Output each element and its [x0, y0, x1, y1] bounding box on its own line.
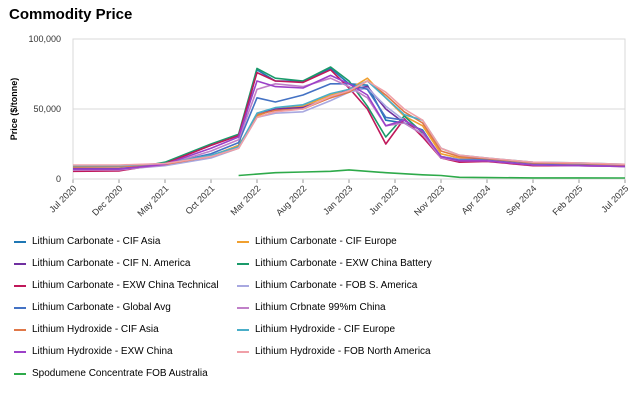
series-line-5 — [72, 69, 626, 173]
x-tick-label: Jul 2025 — [599, 183, 630, 214]
x-tick-label: Jul 2020 — [47, 183, 78, 214]
legend-label: Lithium Carbonate - CIF Europe — [255, 236, 397, 247]
plot-area-frame — [72, 38, 626, 180]
legend-item: Lithium Hydroxide - EXW China — [14, 346, 173, 357]
x-tick-label: Jun 2023 — [367, 183, 400, 216]
y-tick-label: 0 — [56, 174, 61, 184]
legend-swatch — [14, 240, 26, 243]
series-line-4 — [72, 66, 626, 172]
legend-swatch — [237, 240, 249, 243]
x-tick-label: Mar 2022 — [228, 183, 262, 217]
legend-label: Lithium Hydroxide - CIF Asia — [32, 324, 159, 335]
legend-swatch — [14, 350, 26, 353]
chart-title: Commodity Price — [9, 6, 133, 23]
x-tick-label: Nov 2023 — [412, 183, 446, 217]
series-line-10 — [73, 80, 626, 167]
x-tick-label: Oct 2021 — [184, 183, 217, 216]
x-tick-label: Dec 2020 — [90, 183, 124, 217]
y-axis-ticks: 0 50,000 100,000 — [28, 34, 61, 184]
legend-item: Lithium Carbonate - EXW China Battery — [237, 258, 432, 269]
legend-swatch — [14, 284, 26, 287]
legend-label: Lithium Hydroxide - CIF Europe — [255, 324, 396, 335]
legend-label: Lithium Crbnate 99%m China — [255, 302, 386, 313]
legend-item: Lithium Crbnate 99%m China — [237, 302, 386, 313]
series-line-7 — [72, 83, 626, 170]
x-tick-label: Aug 2022 — [274, 183, 308, 217]
legend-item: Lithium Carbonate - FOB S. America — [237, 280, 417, 291]
x-tick-label: May 2021 — [135, 183, 170, 218]
legend-item: Spodumene Concentrate FOB Australia — [14, 368, 208, 379]
y-axis-label: Price ($/tonne) — [9, 78, 19, 141]
gridlines — [73, 38, 625, 180]
legend-label: Lithium Carbonate - FOB S. America — [255, 280, 418, 291]
legend-swatch — [14, 328, 26, 331]
legend-item: Lithium Hydroxide - CIF Europe — [237, 324, 395, 335]
legend-label: Lithium Carbonate - EXW China Battery — [255, 258, 432, 269]
legend-swatch — [237, 284, 249, 287]
series-line-13 — [238, 169, 626, 179]
legend-swatch — [14, 372, 26, 375]
legend-item: Lithium Carbonate - CIF Europe — [237, 236, 397, 247]
legend-label: Lithium Carbonate - EXW China Technical — [32, 280, 219, 291]
legend-label: Spodumene Concentrate FOB Australia — [32, 368, 208, 379]
legend-swatch — [14, 306, 26, 309]
x-tick-label: Sep 2024 — [504, 183, 538, 217]
y-tick-label: 50,000 — [33, 104, 61, 114]
legend-label: Lithium Carbonate - CIF Asia — [32, 236, 161, 247]
legend-label: Lithium Carbonate - Global Avg — [32, 302, 171, 313]
legend-swatch — [14, 262, 26, 265]
legend-swatch — [237, 350, 249, 353]
y-tick-label: 100,000 — [28, 34, 61, 44]
series-line-6 — [72, 87, 626, 171]
legend-label: Lithium Hydroxide - FOB North America — [255, 346, 431, 357]
legend-item: Lithium Carbonate - Global Avg — [14, 302, 171, 313]
legend-swatch — [237, 328, 249, 331]
series-line-11 — [73, 74, 626, 170]
legend-item: Lithium Carbonate - CIF N. America — [14, 258, 190, 269]
series-line-3 — [73, 85, 626, 170]
legend-swatch — [237, 262, 249, 265]
legend-item: Lithium Hydroxide - FOB North America — [237, 346, 431, 357]
series-line-9 — [73, 80, 626, 168]
legend-label: Lithium Carbonate - CIF N. America — [32, 258, 191, 269]
series-lines — [72, 66, 626, 179]
legend-label: Lithium Hydroxide - EXW China — [32, 346, 173, 357]
legend-item: Lithium Carbonate - EXW China Technical — [14, 280, 219, 291]
legend-swatch — [237, 306, 249, 309]
legend-item: Lithium Hydroxide - CIF Asia — [14, 324, 159, 335]
series-line-12 — [73, 80, 626, 166]
x-tick-label: Feb 2025 — [550, 183, 584, 217]
legend-item: Lithium Carbonate - CIF Asia — [14, 236, 160, 247]
x-tick-label: Apr 2024 — [460, 183, 493, 216]
x-axis-ticks: Jul 2020 Dec 2020 May 2021 Oct 2021 Mar 2022… — [47, 179, 630, 218]
x-tick-label: Jan 2023 — [321, 183, 354, 216]
